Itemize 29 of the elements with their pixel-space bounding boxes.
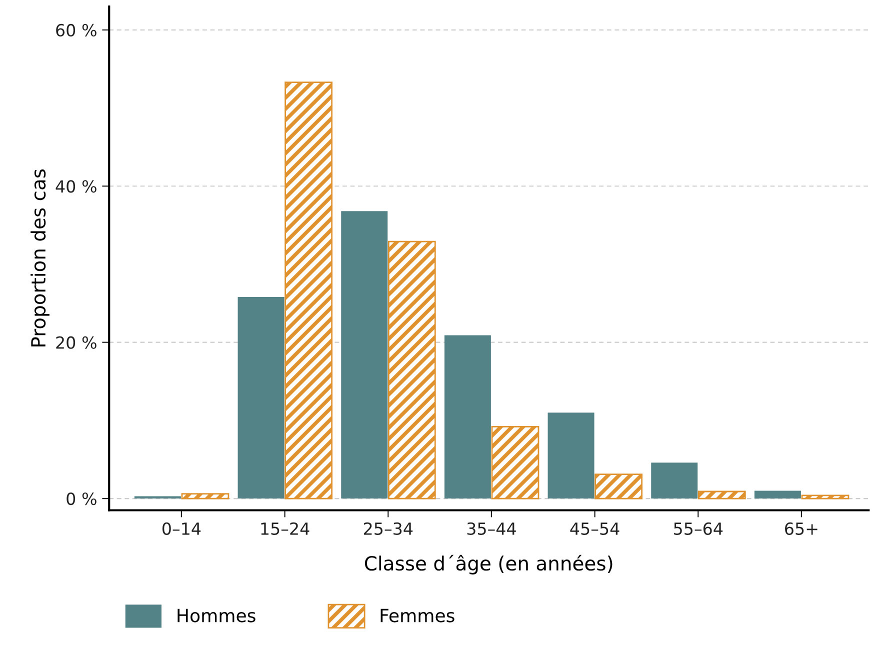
y-tick-label: 60 %	[56, 24, 96, 36]
bar	[651, 462, 698, 499]
bar	[181, 493, 230, 500]
bar	[341, 211, 388, 499]
x-tick-label: 55–64	[674, 522, 723, 535]
bar	[444, 335, 491, 499]
bar	[548, 412, 594, 499]
bar	[134, 496, 181, 499]
y-tick-label: 20 %	[56, 336, 96, 349]
x-tick-label: 15–24	[261, 522, 310, 535]
y-axis-title: Proportion des cas	[30, 169, 50, 346]
x-tick-label: 45–54	[570, 522, 620, 535]
bar	[284, 82, 333, 500]
bar	[698, 490, 746, 500]
y-tick-label: 40 %	[56, 180, 96, 193]
x-tick-label: 35–44	[467, 522, 516, 535]
x-axis-title: Classe d´âge (en années)	[364, 554, 612, 574]
legend-label: Hommes	[178, 608, 256, 622]
bar	[801, 494, 850, 500]
bar	[238, 297, 284, 499]
x-tick-label: 25–34	[364, 522, 413, 535]
legend-label: Femmes	[380, 608, 454, 622]
bar	[594, 474, 643, 500]
x-tick-label: 65+	[785, 522, 818, 535]
bar	[491, 426, 540, 500]
bar	[388, 240, 436, 500]
x-tick-label: 0–14	[162, 522, 201, 535]
bar	[754, 490, 801, 499]
y-tick-label: 0 %	[66, 492, 96, 506]
